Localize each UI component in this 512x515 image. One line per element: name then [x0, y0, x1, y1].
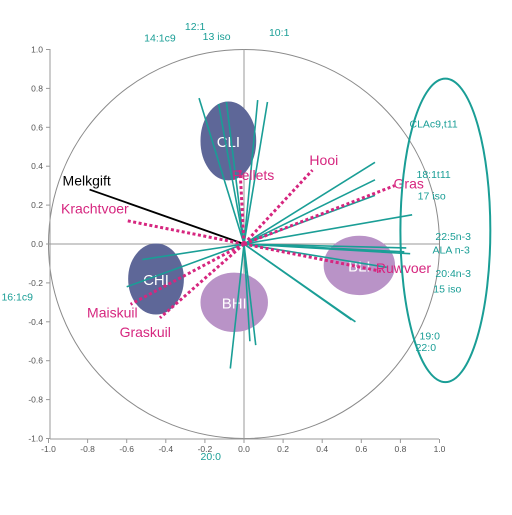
feed-label: Maiskuil — [87, 304, 138, 320]
variable-label: 22:0 — [416, 342, 437, 354]
x-tick-label: -0.8 — [80, 444, 95, 454]
feed-label: Krachtvoer — [61, 201, 129, 217]
feed-vector — [129, 242, 245, 306]
x-tick-label: -0.4 — [158, 444, 173, 454]
fatty-acid-vector — [217, 103, 245, 245]
fatty-acid-vector — [225, 101, 245, 245]
variable-label: 17 iso — [418, 190, 446, 202]
y-tick-label: -0.6 — [28, 356, 43, 366]
y-tick-label: 0.2 — [31, 200, 43, 210]
feed-vector — [238, 170, 246, 245]
variable-label: 14:1c9 — [144, 33, 176, 45]
x-tick-label: 0.8 — [394, 444, 406, 454]
fatty-acid-vector — [243, 99, 259, 245]
cluster-label: CLI — [217, 134, 240, 151]
y-tick-label: -1.0 — [28, 434, 43, 444]
feed-vector — [158, 242, 245, 320]
variable-label: 13 iso — [203, 31, 231, 43]
x-tick-label: 0.6 — [355, 444, 367, 454]
variable-label: CLAc9,t11 — [410, 118, 458, 130]
y-tick-label: -0.4 — [28, 317, 43, 327]
y-tick-label: 0.6 — [31, 122, 43, 132]
variable-label: 18:1t11 — [417, 169, 451, 181]
y-tick-label: 1.0 — [31, 45, 43, 55]
fatty-acid-vector — [243, 179, 376, 245]
fatty-acid-vector — [243, 101, 269, 245]
x-tick-label: -0.2 — [198, 444, 213, 454]
milk-yield-vector — [89, 188, 245, 245]
feed-label: Graskuil — [120, 324, 171, 340]
cluster-label: CHI — [143, 272, 169, 289]
feed-label: Hooi — [309, 152, 338, 168]
fatty-acid-vector — [229, 243, 245, 369]
variable-label: 20:4n-3 — [435, 268, 471, 280]
feed-vector — [126, 219, 245, 246]
x-tick-label: 0.4 — [316, 444, 328, 454]
cluster-ellipse — [200, 101, 257, 181]
feed-label: Ruwvoer — [376, 260, 432, 276]
variable-label: 16:1c9 — [1, 291, 33, 303]
x-tick-label: 0.2 — [277, 444, 289, 454]
x-tick-label: 1.0 — [434, 444, 446, 454]
fatty-acid-vector — [198, 97, 245, 245]
fatty-acid-vector — [126, 243, 245, 288]
variable-label: 20:0 — [201, 451, 222, 463]
y-tick-label: -0.2 — [28, 278, 43, 288]
variable-label: 12:1 — [185, 21, 206, 33]
fatty-acid-vector — [243, 243, 251, 342]
y-tick-label: 0.0 — [31, 239, 43, 249]
fatty-acid-vector — [243, 243, 356, 323]
y-tick-label: -0.8 — [28, 395, 43, 405]
y-tick-label: 0.8 — [31, 83, 43, 93]
feed-label: Pellets — [232, 167, 274, 183]
variable-label: 15 iso — [433, 284, 461, 296]
variable-label: 10:1 — [269, 27, 290, 39]
cluster-ellipse — [128, 243, 184, 315]
x-tick-label: 0.0 — [238, 444, 250, 454]
variable-label: 22:5n-3 — [435, 231, 471, 243]
fatty-acid-vector — [142, 243, 245, 261]
fatty-acid-vector — [243, 161, 376, 245]
x-tick-label: -1.0 — [41, 444, 56, 454]
cluster-label: BHI — [222, 295, 247, 312]
feed-vector — [243, 242, 382, 273]
highlight-ellipse — [399, 77, 492, 384]
feed-vector — [243, 184, 396, 246]
feed-vector — [242, 169, 314, 246]
fatty-acid-vector — [243, 243, 411, 255]
fatty-acid-vector — [243, 243, 257, 346]
variable-label: 19:0 — [420, 330, 441, 342]
y-tick-label: 0.4 — [31, 161, 43, 171]
milk-yield-label: Melkgift — [63, 173, 111, 189]
fatty-acid-vector — [243, 214, 413, 245]
x-tick-label: -0.6 — [119, 444, 134, 454]
variable-label: ALA n-3 — [433, 245, 471, 257]
